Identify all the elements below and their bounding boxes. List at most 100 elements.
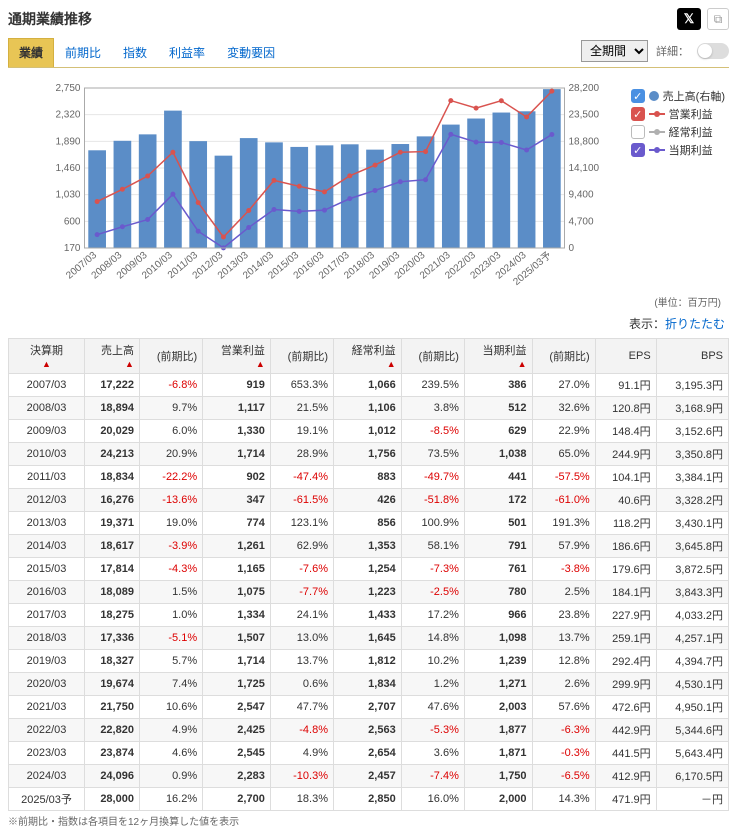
table-cell: 65.0%	[532, 443, 595, 466]
table-row: 2012/0316,276-13.6%347-61.5%426-51.8%172…	[9, 489, 729, 512]
table-cell: 120.8円	[595, 397, 656, 420]
table-row: 2010/0324,21320.9%1,71428.9%1,75673.5%1,…	[9, 443, 729, 466]
table-cell: 3,872.5円	[656, 558, 728, 581]
table-cell: 5.7%	[139, 650, 202, 673]
table-cell: 13.7%	[532, 627, 595, 650]
col-header[interactable]: 経常利益▲	[334, 339, 402, 374]
table-cell: 3,350.8円	[656, 443, 728, 466]
table-cell: 18,834	[85, 466, 140, 489]
legend-check[interactable]: ✓	[631, 143, 645, 157]
table-cell: 2013/03	[9, 512, 85, 535]
table-cell: 6.0%	[139, 420, 202, 443]
table-cell: -49.7%	[401, 466, 464, 489]
table-row: 2019/0318,3275.7%1,71413.7%1,81210.2%1,2…	[9, 650, 729, 673]
table-cell: 5,643.4円	[656, 742, 728, 765]
table-cell: 386	[464, 374, 532, 397]
table-cell: 426	[334, 489, 402, 512]
col-header[interactable]: 決算期▲	[9, 339, 85, 374]
table-cell: 3,645.8円	[656, 535, 728, 558]
table-cell: 239.5%	[401, 374, 464, 397]
tab-4[interactable]: 変動要因	[216, 38, 286, 67]
table-row: 2016/0318,0891.5%1,075-7.7%1,223-2.5%780…	[9, 581, 729, 604]
svg-text:9,400: 9,400	[569, 190, 594, 201]
table-cell: 10.6%	[139, 696, 202, 719]
table-cell: 23,874	[85, 742, 140, 765]
table-cell: -7.4%	[401, 765, 464, 788]
table-cell: 14.8%	[401, 627, 464, 650]
legend-check[interactable]	[631, 125, 645, 139]
col-header[interactable]: (前期比)	[270, 339, 333, 374]
table-cell: 4,394.7円	[656, 650, 728, 673]
table-cell: 91.1円	[595, 374, 656, 397]
tab-0[interactable]: 業績	[8, 38, 54, 67]
table-cell: 299.9円	[595, 673, 656, 696]
tab-3[interactable]: 利益率	[158, 38, 216, 67]
table-cell: 3,195.3円	[656, 374, 728, 397]
table-cell: 629	[464, 420, 532, 443]
table-cell: 653.3%	[270, 374, 333, 397]
table-cell: 2022/03	[9, 719, 85, 742]
tab-1[interactable]: 前期比	[54, 38, 112, 67]
table-cell: 3,384.1円	[656, 466, 728, 489]
col-header[interactable]: (前期比)	[532, 339, 595, 374]
period-select[interactable]: 全期間	[581, 40, 648, 62]
svg-text:23,500: 23,500	[569, 110, 600, 121]
table-cell: 57.6%	[532, 696, 595, 719]
table-cell: 19,371	[85, 512, 140, 535]
detail-toggle[interactable]	[697, 43, 729, 59]
table-cell: 883	[334, 466, 402, 489]
col-header[interactable]: (前期比)	[401, 339, 464, 374]
copy-icon[interactable]: ⧉	[707, 8, 729, 30]
table-cell: 1,330	[203, 420, 271, 443]
page-title: 通期業績推移	[8, 9, 92, 29]
col-header[interactable]: (前期比)	[139, 339, 202, 374]
col-header[interactable]: 営業利益▲	[203, 339, 271, 374]
legend-check[interactable]: ✓	[631, 89, 645, 103]
table-cell: 1,834	[334, 673, 402, 696]
table-cell: 441.5円	[595, 742, 656, 765]
table-cell: 1,038	[464, 443, 532, 466]
table-cell: 18,617	[85, 535, 140, 558]
table-cell: 4,950.1円	[656, 696, 728, 719]
table-cell: 2,700	[203, 788, 271, 811]
table-cell: 774	[203, 512, 271, 535]
table-cell: 17,814	[85, 558, 140, 581]
col-header[interactable]: 売上高▲	[85, 339, 140, 374]
share-x-icon[interactable]: 𝕏	[677, 8, 701, 30]
col-header[interactable]: EPS	[595, 339, 656, 374]
legend-check[interactable]: ✓	[631, 107, 645, 121]
col-header[interactable]: BPS	[656, 339, 728, 374]
table-cell: 1,106	[334, 397, 402, 420]
unit-label: (単位：百万円)	[8, 294, 729, 309]
table-cell: 10.2%	[401, 650, 464, 673]
svg-text:1,890: 1,890	[55, 136, 80, 147]
table-cell: 1,066	[334, 374, 402, 397]
legend-label: 売上高(右軸)	[663, 88, 725, 104]
table-cell: 3.6%	[401, 742, 464, 765]
tab-2[interactable]: 指数	[112, 38, 158, 67]
table-cell: 2,283	[203, 765, 271, 788]
table-row: 2009/0320,0296.0%1,33019.1%1,012-8.5%629…	[9, 420, 729, 443]
table-cell: 1,117	[203, 397, 271, 420]
table-cell: 2016/03	[9, 581, 85, 604]
table-cell: -47.4%	[270, 466, 333, 489]
table-cell: 2,563	[334, 719, 402, 742]
table-cell: 1,165	[203, 558, 271, 581]
table-cell: -7.6%	[270, 558, 333, 581]
table-cell: -7.7%	[270, 581, 333, 604]
table-cell: 4.9%	[270, 742, 333, 765]
table-cell: 18,327	[85, 650, 140, 673]
fold-link[interactable]: 折りたたむ	[665, 317, 725, 331]
table-cell: 2025/03予	[9, 788, 85, 811]
table-cell: 3,430.1円	[656, 512, 728, 535]
table-cell: 1,871	[464, 742, 532, 765]
table-cell: 2014/03	[9, 535, 85, 558]
table-cell: 27.0%	[532, 374, 595, 397]
svg-text:2,750: 2,750	[55, 83, 80, 94]
table-cell: 472.6円	[595, 696, 656, 719]
svg-text:0: 0	[569, 243, 575, 254]
table-cell: 100.9%	[401, 512, 464, 535]
table-cell: 1,714	[203, 650, 271, 673]
table-cell: -6.8%	[139, 374, 202, 397]
col-header[interactable]: 当期利益▲	[464, 339, 532, 374]
